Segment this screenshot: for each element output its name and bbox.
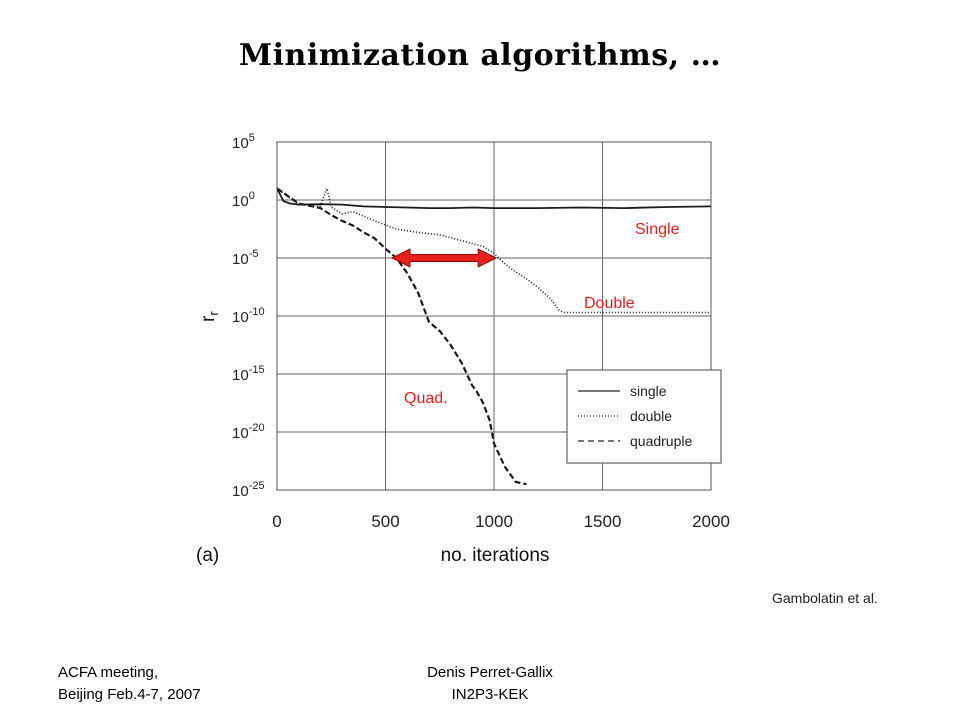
footer-author: Denis Perret-Gallix — [427, 664, 553, 681]
slide-title: Minimization algorithms, … — [238, 38, 722, 73]
x-tick-label: 2000 — [692, 512, 730, 531]
legend-label-quadruple: quadruple — [630, 433, 692, 449]
y-axis-label-main: r — [198, 315, 219, 322]
annotation-double: Double — [584, 295, 635, 312]
chart-ticks: 0 500 1000 1500 2000 105 100 10-5 10-10 10-15 10-2… — [232, 132, 730, 531]
footer-left: ACFA meeting, Beijing Feb.4-7, 2007 — [58, 662, 201, 706]
precision-gap-arrow — [390, 248, 498, 268]
legend-label-double: double — [630, 408, 672, 424]
y-axis-label: rr — [198, 311, 221, 322]
y-tick-label: 10-20 — [232, 422, 265, 442]
footer-affiliation: IN2P3-KEK — [451, 686, 529, 703]
plot-frame — [276, 141, 712, 491]
x-tick-label: 0 — [272, 512, 281, 531]
y-tick-label: 100 — [232, 190, 255, 210]
legend-box — [566, 369, 722, 464]
footer-meeting: ACFA meeting, — [58, 664, 159, 681]
citation-credit: Gambolatin et al. — [772, 590, 878, 606]
annotation-quad: Quad. — [404, 390, 448, 407]
legend-label-single: single — [630, 383, 667, 399]
x-tick-label: 1000 — [475, 512, 513, 531]
chart-legend: single double quadruple — [566, 369, 722, 464]
y-tick-label: 10-10 — [232, 306, 265, 326]
series-line-single — [276, 187, 712, 210]
footer-center: Denis Perret-Gallix IN2P3-KEK — [380, 662, 600, 706]
double-arrow — [390, 248, 498, 268]
x-tick-label: 1500 — [584, 512, 622, 531]
y-tick-label: 10-15 — [232, 364, 265, 384]
chart-series — [276, 187, 712, 486]
footer-dates: Beijing Feb.4-7, 2007 — [58, 686, 201, 703]
y-tick-label: 105 — [232, 132, 255, 152]
y-tick-label: 10-25 — [232, 480, 265, 500]
annotation-single: Single — [635, 221, 680, 238]
y-tick-label: 10-5 — [232, 248, 258, 268]
x-axis-label: no. iterations — [441, 545, 550, 566]
series-line-quadruple — [276, 187, 527, 486]
x-tick-label: 500 — [371, 512, 399, 531]
series-line-double — [276, 187, 711, 314]
panel-label: (a) — [196, 545, 219, 566]
y-axis-label-sub: r — [206, 311, 221, 316]
